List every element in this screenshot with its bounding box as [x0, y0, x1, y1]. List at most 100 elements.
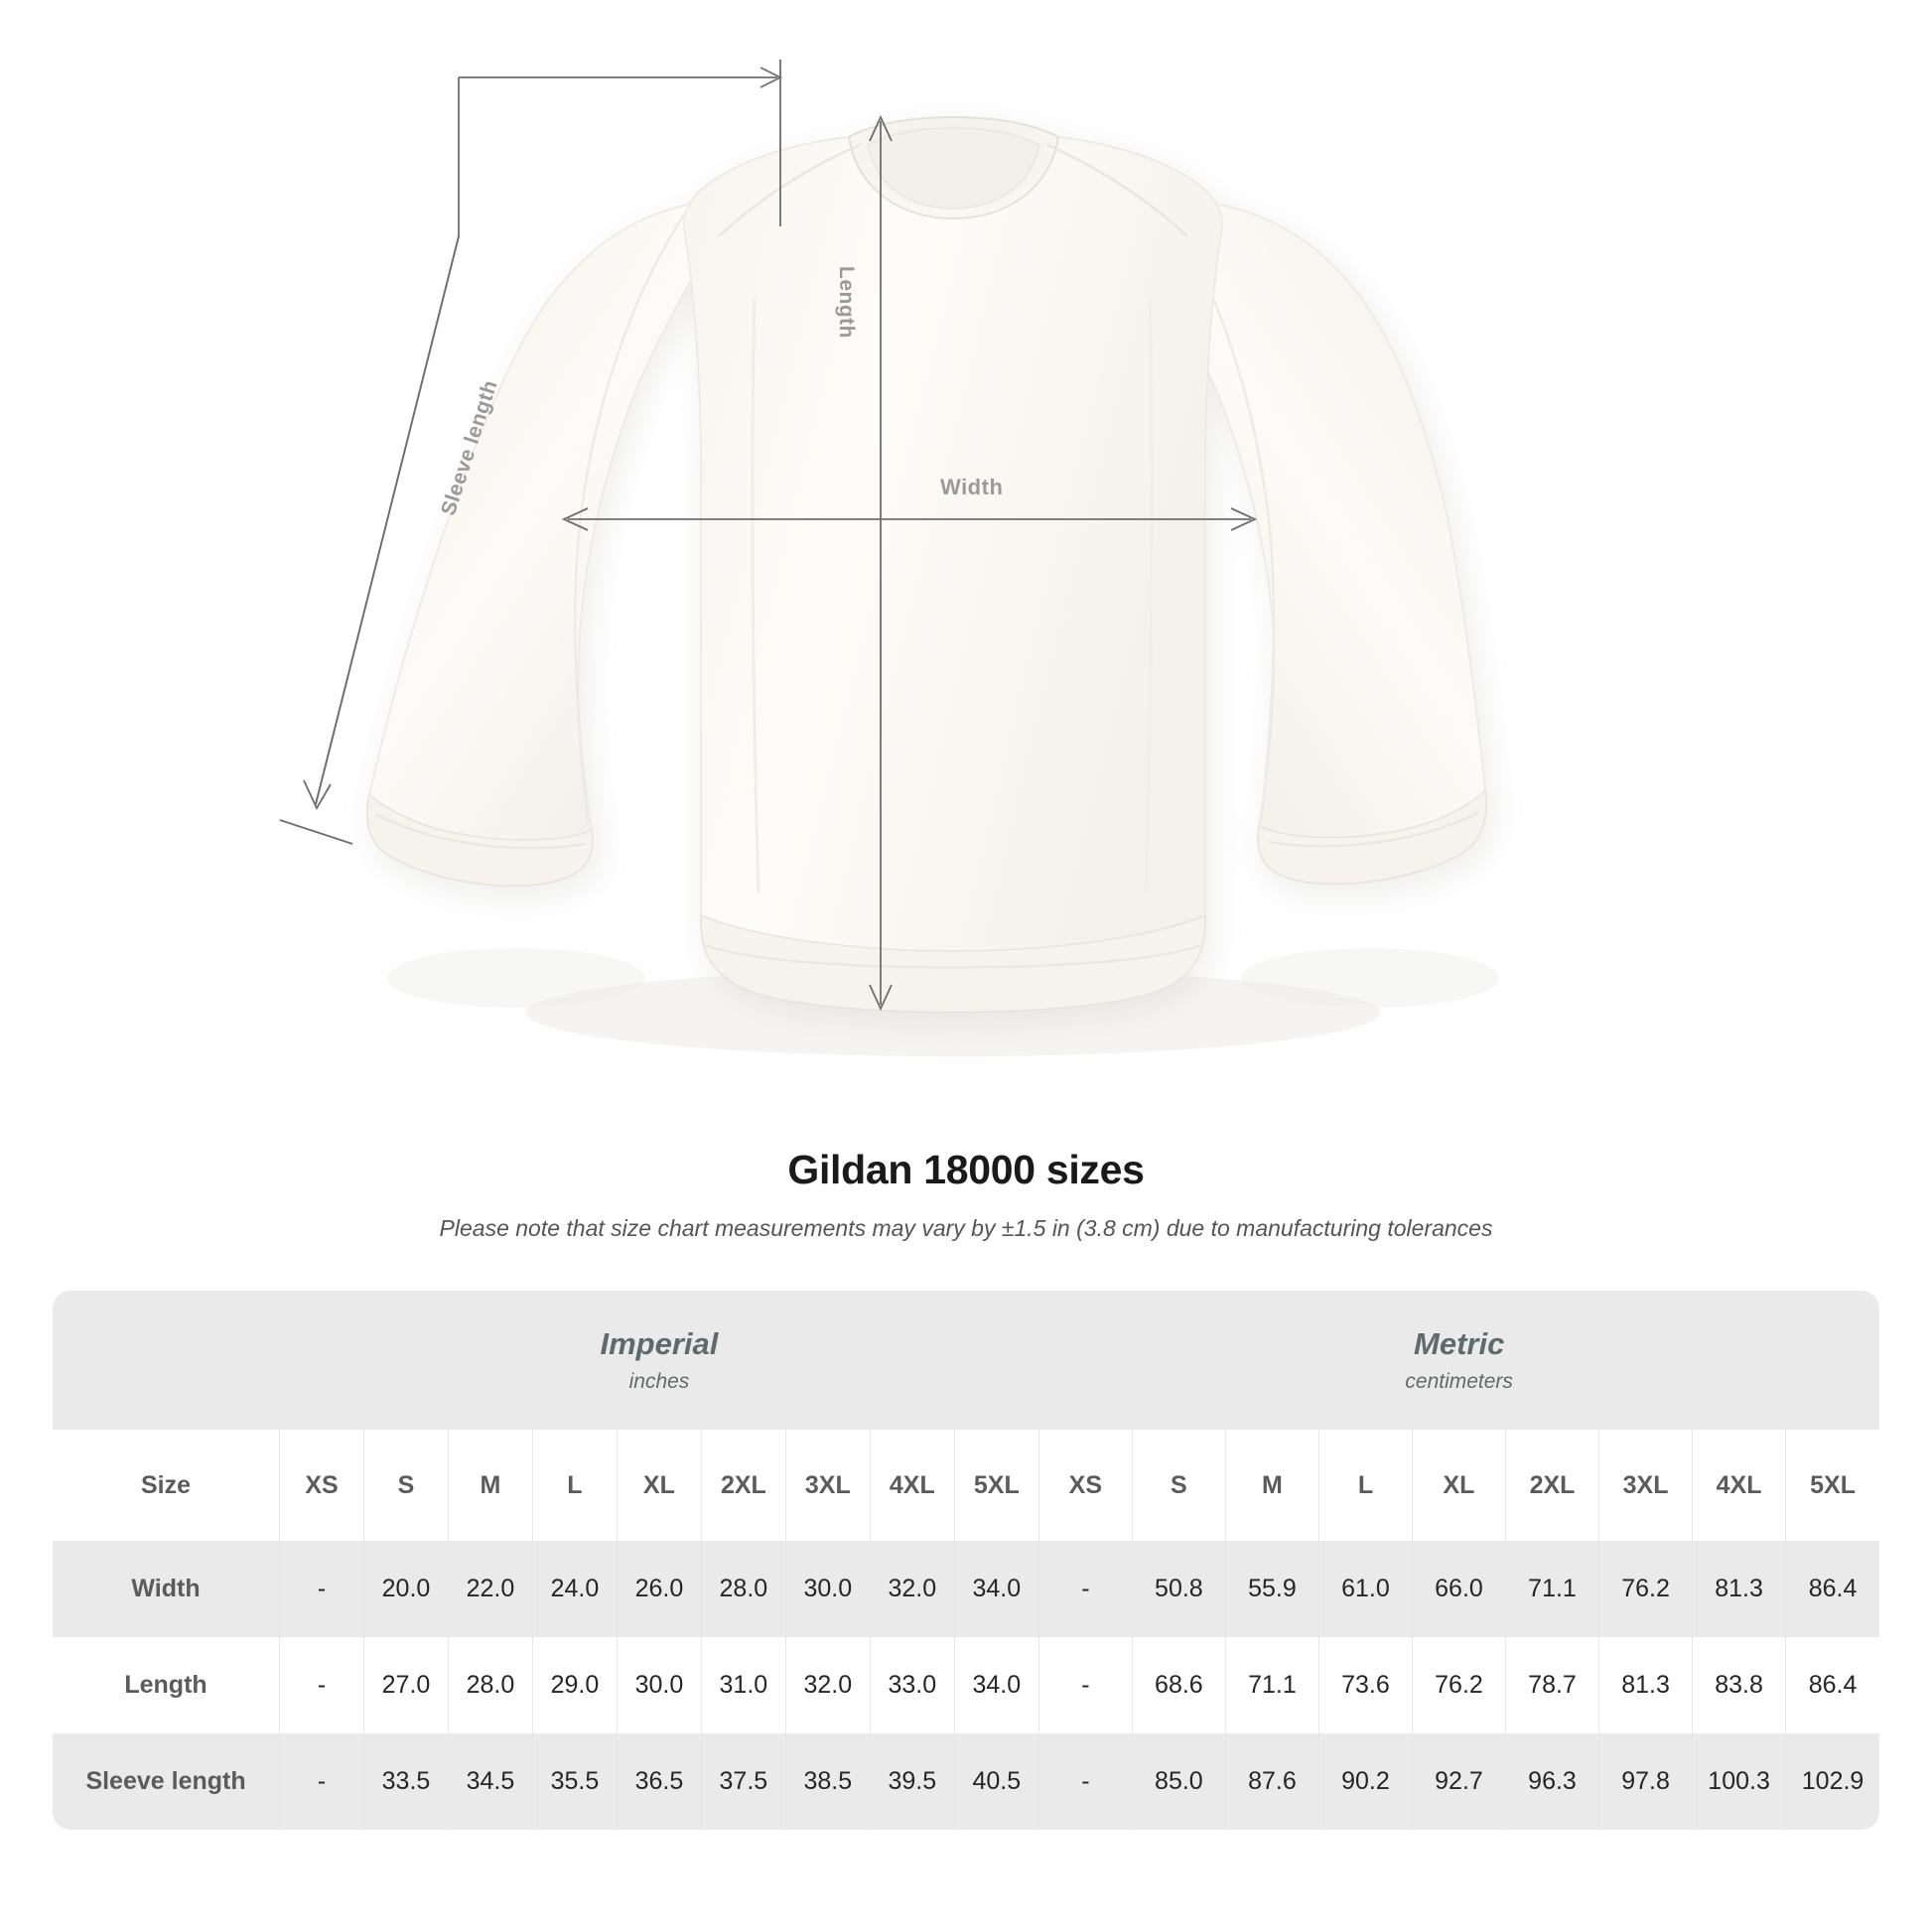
length-imp-2xl: 31.0: [701, 1637, 786, 1733]
right-shoulder-seam: [1046, 143, 1188, 237]
size-header-met-5xl: 5XL: [1785, 1430, 1879, 1541]
sleeve-imp-m: 34.5: [448, 1733, 533, 1830]
sleeve-imp-xs: -: [279, 1733, 365, 1830]
bottom-hem: [700, 913, 1206, 1014]
size-header-met-m: M: [1225, 1430, 1319, 1541]
left-sleeve-seam: [574, 212, 686, 825]
length-imp-4xl: 33.0: [870, 1637, 955, 1733]
width-dimension-label: Width: [940, 475, 1004, 499]
width-imp-5xl: 34.0: [954, 1541, 1039, 1637]
left-shoulder-seam: [718, 143, 861, 237]
sleeve-imp-2xl: 37.5: [701, 1733, 786, 1830]
length-met-5xl: 86.4: [1785, 1637, 1879, 1733]
left-cuff: [366, 792, 594, 888]
table-row-width: Width - 20.0 22.0 24.0 26.0 28.0 30.0 32…: [53, 1541, 1879, 1637]
sleeve-imp-4xl: 39.5: [870, 1733, 955, 1830]
width-imp-m: 22.0: [448, 1541, 533, 1637]
length-met-m: 71.1: [1225, 1637, 1319, 1733]
width-met-m: 55.9: [1225, 1541, 1319, 1637]
length-arrowhead-top: [869, 114, 893, 142]
sweatshirt-body-group: [366, 115, 1487, 1014]
garment-diagram: Length Width Sleeve length: [279, 60, 1499, 1056]
page-title: Gildan 18000 sizes: [787, 1147, 1145, 1192]
bottom-hem-rib: [704, 943, 1202, 969]
width-imp-4xl: 32.0: [870, 1541, 955, 1637]
length-met-3xl: 81.3: [1598, 1637, 1694, 1733]
width-imp-s: 20.0: [363, 1541, 449, 1637]
left-sleeve: [366, 203, 718, 888]
width-imp-2xl: 28.0: [701, 1541, 786, 1637]
sleeve-end-tick: [279, 819, 353, 845]
garment-illustration: [279, 60, 1499, 1056]
title-block: Gildan 18000 sizes Please note that size…: [0, 1147, 1932, 1242]
sleeve-arrow-shaft: [315, 235, 460, 805]
sleeve-met-xs: -: [1037, 1733, 1133, 1830]
size-header-met-4xl: 4XL: [1692, 1430, 1787, 1541]
size-header-met-2xl: 2XL: [1505, 1430, 1600, 1541]
width-met-l: 61.0: [1318, 1541, 1413, 1637]
size-header-row: Size XS S M L XL 2XL 3XL 4XL 5XL XS S M …: [53, 1430, 1879, 1541]
sleeve-imp-xl: 36.5: [617, 1733, 702, 1830]
length-imp-xs: -: [279, 1637, 365, 1733]
length-dimension-label: Length: [835, 266, 858, 339]
length-imp-s: 27.0: [363, 1637, 449, 1733]
width-met-3xl: 76.2: [1598, 1541, 1694, 1637]
sleeve-imp-3xl: 38.5: [785, 1733, 871, 1830]
sleeve-met-s: 85.0: [1132, 1733, 1226, 1830]
length-arrowhead-bottom: [869, 984, 893, 1012]
size-header-imp-m: M: [448, 1430, 533, 1541]
length-met-xl: 76.2: [1412, 1637, 1507, 1733]
sleeve-imp-l: 35.5: [532, 1733, 618, 1830]
size-header-label: Size: [53, 1430, 281, 1541]
length-met-4xl: 83.8: [1692, 1637, 1787, 1733]
length-met-l: 73.6: [1318, 1637, 1413, 1733]
left-sleeve-shadow: [387, 948, 645, 1008]
sleeve-met-4xl: 100.3: [1692, 1733, 1787, 1830]
sleeve-met-2xl: 96.3: [1505, 1733, 1600, 1830]
length-imp-3xl: 32.0: [785, 1637, 871, 1733]
sleeve-imp-5xl: 40.5: [954, 1733, 1039, 1830]
width-arrowhead-right: [1230, 507, 1258, 531]
table-row-sleeve-length: Sleeve length - 33.5 34.5 35.5 36.5 37.5…: [53, 1733, 1879, 1830]
sleeve-met-m: 87.6: [1225, 1733, 1319, 1830]
tolerance-note: Please note that size chart measurements…: [439, 1215, 1493, 1241]
width-imp-l: 24.0: [532, 1541, 618, 1637]
size-header-imp-s: S: [363, 1430, 449, 1541]
size-header-met-xl: XL: [1412, 1430, 1507, 1541]
width-met-5xl: 86.4: [1785, 1541, 1879, 1637]
size-header-imp-4xl: 4XL: [870, 1430, 955, 1541]
unit-header-imperial: Imperial inches: [279, 1291, 1039, 1430]
row-label-sleeve-length: Sleeve length: [53, 1733, 281, 1830]
size-header-imp-5xl: 5XL: [954, 1430, 1039, 1541]
size-header-imp-xs: XS: [279, 1430, 365, 1541]
left-cuff-rib-1: [374, 813, 587, 850]
width-imp-3xl: 30.0: [785, 1541, 871, 1637]
size-header-imp-xl: XL: [617, 1430, 702, 1541]
body: [683, 136, 1223, 1014]
sleeve-met-5xl: 102.9: [1785, 1733, 1879, 1830]
size-header-met-l: L: [1318, 1430, 1413, 1541]
width-met-xl: 66.0: [1412, 1541, 1507, 1637]
unit-name-imperial: Imperial: [600, 1326, 719, 1362]
width-arrowhead-left: [561, 507, 589, 531]
length-imp-5xl: 34.0: [954, 1637, 1039, 1733]
size-header-imp-2xl: 2XL: [701, 1430, 786, 1541]
size-header-met-xs: XS: [1037, 1430, 1133, 1541]
size-header-imp-l: L: [532, 1430, 618, 1541]
right-cuff-rib-1: [1268, 811, 1480, 848]
width-imp-xs: -: [279, 1541, 365, 1637]
length-imp-xl: 30.0: [617, 1637, 702, 1733]
unit-name-metric: Metric: [1414, 1326, 1505, 1362]
sleeve-imp-s: 33.5: [363, 1733, 449, 1830]
unit-sub-metric: centimeters: [1405, 1369, 1513, 1393]
sleeve-met-3xl: 97.8: [1598, 1733, 1694, 1830]
width-imp-xl: 26.0: [617, 1541, 702, 1637]
fabric-fold-1: [751, 297, 760, 895]
size-table: Imperial inches Metric centimeters Size …: [53, 1291, 1879, 1830]
sleeve-met-xl: 92.7: [1412, 1733, 1507, 1830]
right-sleeve-shadow: [1241, 948, 1499, 1008]
row-label-width: Width: [53, 1541, 281, 1637]
width-met-2xl: 71.1: [1505, 1541, 1600, 1637]
length-met-2xl: 78.7: [1505, 1637, 1600, 1733]
